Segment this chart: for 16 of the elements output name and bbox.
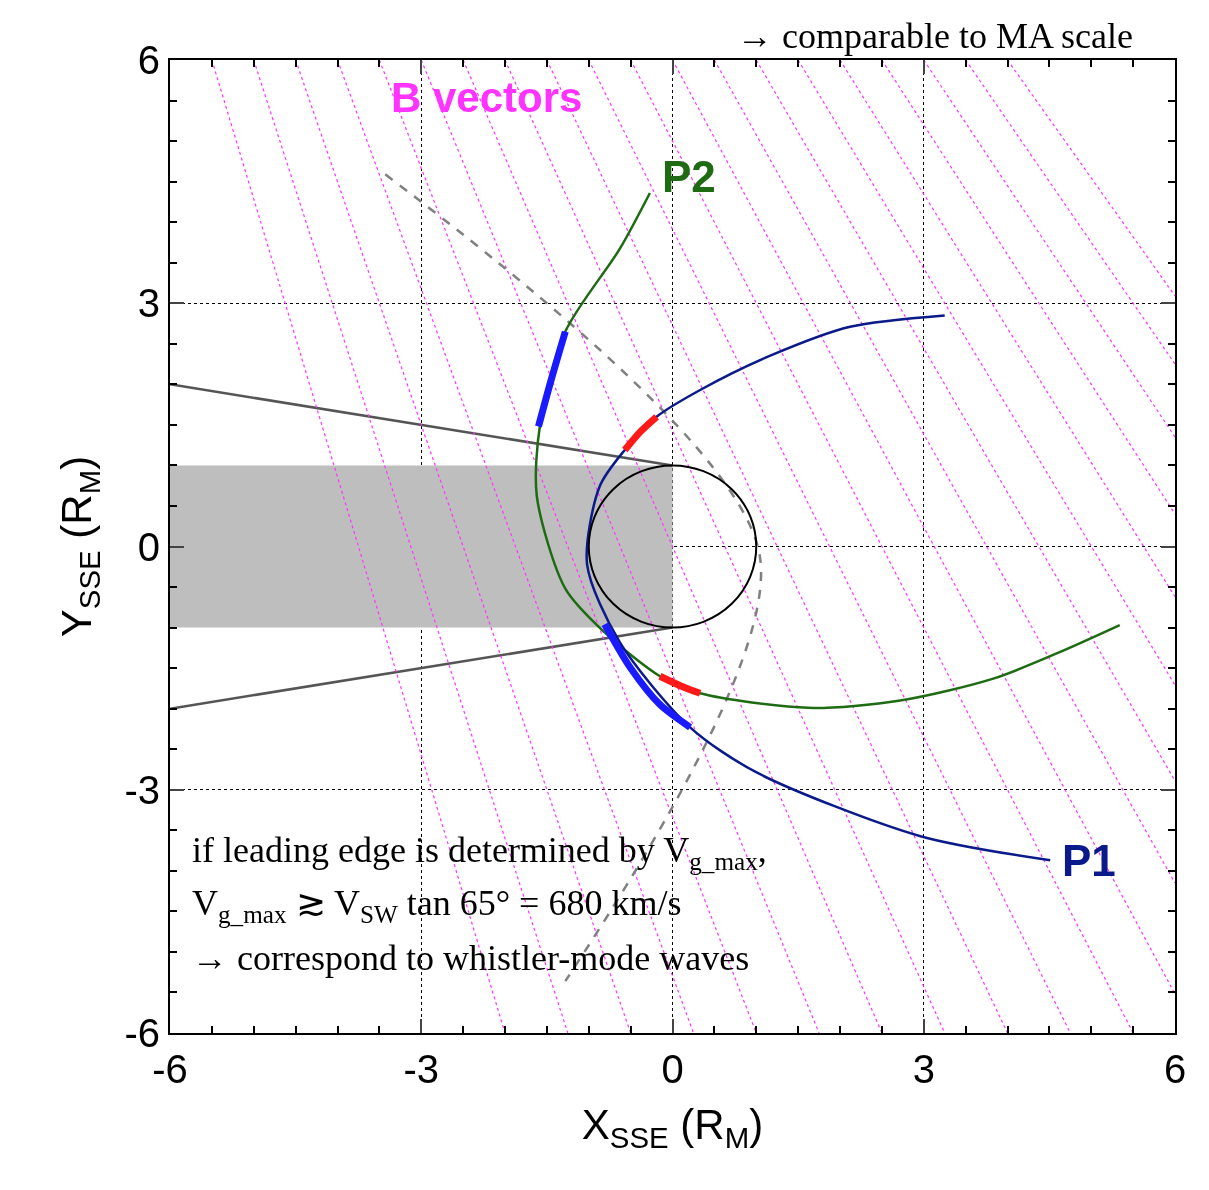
y-tick-label: 6 [137,38,160,82]
text: → comparable to MA scale [737,16,1133,56]
y-tick-label: 3 [137,281,160,326]
y-tick-label: -6 [124,1011,160,1055]
y-tick-label: -3 [124,767,160,812]
x-axis-title: X$_{SSE}$ (R$_{M}$) [581,1101,764,1155]
x-tick-label: -3 [403,1047,440,1091]
annotation: → correspond to whistler-mode waves [192,938,750,978]
y-tick-label: 0 [137,524,160,569]
annotation: if leading edge is determined by V$_{g_max}$, [192,830,767,875]
x-tick-label: 6 [1163,1047,1187,1091]
x-tick-label: 0 [661,1047,684,1091]
x-tick-label: 3 [912,1047,935,1091]
series-label: B vectors [391,74,583,121]
annotation: V$_{g_max}$ ≳ V$_{SW}$ tan 65° = 680 km/s [192,883,682,928]
series-label: P1 [1062,836,1116,885]
